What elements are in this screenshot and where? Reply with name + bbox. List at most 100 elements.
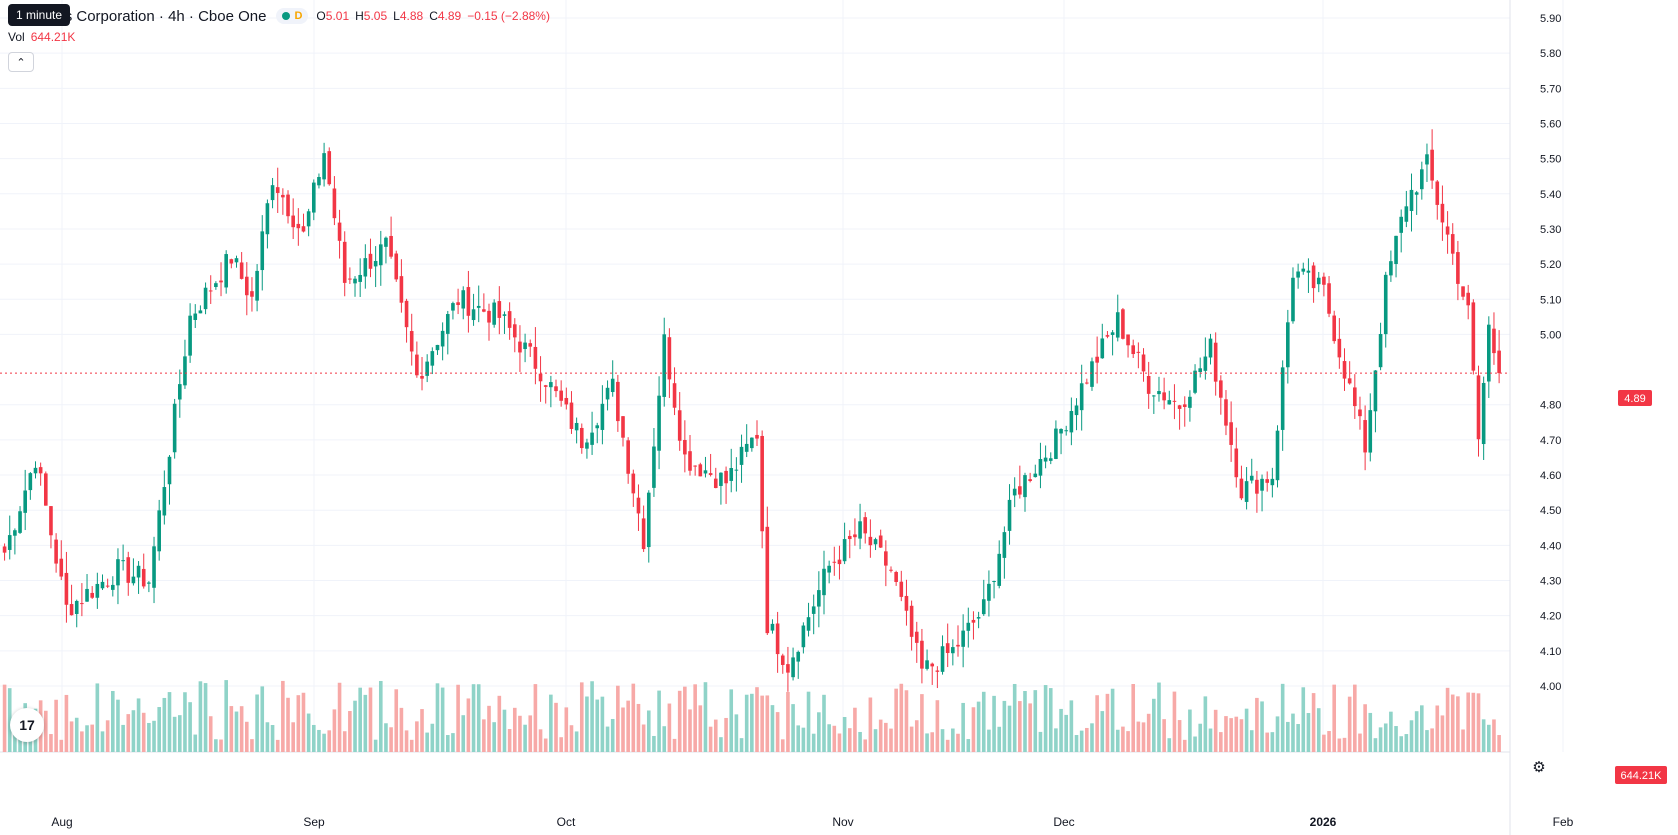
time-axis[interactable]: Aug Sep Oct Nov Dec 2026 Feb: [51, 815, 1573, 829]
volume-bar: [147, 722, 151, 752]
volume-bar: [569, 725, 574, 752]
price-axis[interactable]: 5.90 5.80 5.70 5.60 5.50 5.40 5.30 5.20 5.10 5.00…: [1540, 13, 1561, 693]
open-value: O5.01: [316, 9, 350, 23]
candle-body: [1492, 328, 1496, 354]
volume-bar: [404, 730, 409, 752]
volume-bar: [1126, 731, 1130, 752]
volume-bar: [1219, 732, 1223, 752]
volume-bar: [1249, 730, 1254, 752]
candle-body: [889, 569, 893, 571]
y-tick-label: 4.10: [1540, 646, 1561, 658]
candle-body: [177, 384, 182, 400]
volume-bar: [497, 695, 502, 752]
candle-body: [1332, 315, 1337, 342]
candle-body: [203, 287, 208, 310]
volume-bar: [95, 683, 100, 752]
candle-body: [1095, 356, 1099, 363]
candle-body: [373, 260, 378, 267]
collapse-legend-button[interactable]: ⌃: [8, 52, 34, 72]
candle-body: [1028, 479, 1032, 482]
volume-bar: [1435, 705, 1440, 752]
volume-bar: [801, 727, 806, 752]
volume-bar: [708, 726, 713, 752]
candle-body: [920, 640, 924, 669]
candle-body: [234, 258, 239, 263]
candle-body: [409, 331, 414, 352]
candle-body: [744, 443, 749, 452]
volume-bar: [1028, 703, 1032, 752]
volume-bar: [1152, 698, 1156, 752]
candle-body: [1435, 181, 1440, 205]
volume-bar: [1492, 719, 1496, 752]
candle-body: [672, 383, 677, 408]
candle-body: [992, 581, 996, 583]
volume-bar: [1487, 724, 1491, 752]
volume-bar: [1012, 683, 1017, 752]
volume-bar: [817, 712, 821, 752]
candle-body: [476, 305, 481, 308]
volume-bar: [518, 715, 522, 752]
volume-bar: [291, 722, 295, 752]
volume-bar: [126, 714, 131, 752]
candle-body: [801, 625, 806, 648]
volume-bar: [605, 726, 610, 752]
volume-bar: [74, 717, 79, 752]
candle-body: [1105, 335, 1110, 337]
tradingview-logo[interactable]: 17: [10, 708, 44, 742]
candle-body: [471, 309, 476, 321]
candle-body: [935, 670, 940, 672]
volume-bar: [1208, 728, 1213, 752]
candle-body: [116, 559, 120, 586]
volume-bar: [348, 711, 352, 752]
volume-bar: [951, 728, 955, 752]
candle-body: [13, 530, 17, 536]
volume-bar: [1430, 728, 1434, 752]
volume-bar: [1229, 718, 1233, 752]
volume-bar: [1038, 731, 1043, 752]
candle-body: [1198, 368, 1203, 372]
volume-bar: [322, 733, 326, 752]
volume-bar: [234, 711, 239, 752]
candle-body: [951, 647, 955, 654]
volume-bar: [296, 695, 301, 752]
candle-body: [327, 151, 332, 185]
candle-body: [1007, 499, 1012, 531]
last-price-badge: 4.89: [1618, 390, 1652, 406]
volume-bar: [1456, 696, 1460, 752]
candle-body: [796, 651, 801, 662]
gear-icon[interactable]: ⚙: [1532, 759, 1546, 776]
candle-body: [1425, 154, 1429, 165]
y-tick-label: 4.00: [1540, 681, 1561, 693]
volume-bar: [157, 707, 161, 752]
candle-body: [1414, 192, 1419, 195]
symbol-title[interactable]: e Airways Corporation · 4h · Cboe One: [8, 7, 267, 25]
candle-body: [1265, 479, 1270, 483]
volume-bar: [311, 724, 316, 752]
status-indicator[interactable]: D: [276, 8, 309, 24]
volume-bar: [878, 719, 883, 752]
volume-bar: [1141, 722, 1146, 752]
candle-body: [775, 623, 780, 655]
y-tick-label: 4.30: [1540, 576, 1561, 588]
candle-body: [1445, 226, 1450, 235]
volume-bar: [796, 725, 801, 752]
volume-bar: [935, 700, 940, 752]
volume-bar: [719, 737, 723, 752]
candle-body: [698, 464, 703, 477]
volume-bar: [662, 726, 667, 752]
candle-body: [110, 584, 115, 590]
volume-bar: [198, 681, 203, 752]
candle-body: [332, 188, 337, 219]
candle-body: [564, 397, 569, 405]
last-volume-badge: 644.21K: [1615, 766, 1667, 784]
candle-body: [229, 259, 234, 264]
candle-body: [95, 583, 100, 598]
candle-body: [1203, 356, 1208, 371]
volume-bar: [641, 724, 646, 752]
candle-body: [1280, 367, 1285, 430]
volume-bar: [590, 681, 594, 752]
volume-bar: [425, 732, 429, 752]
candle-body: [878, 535, 883, 548]
candle-body: [1224, 399, 1228, 426]
